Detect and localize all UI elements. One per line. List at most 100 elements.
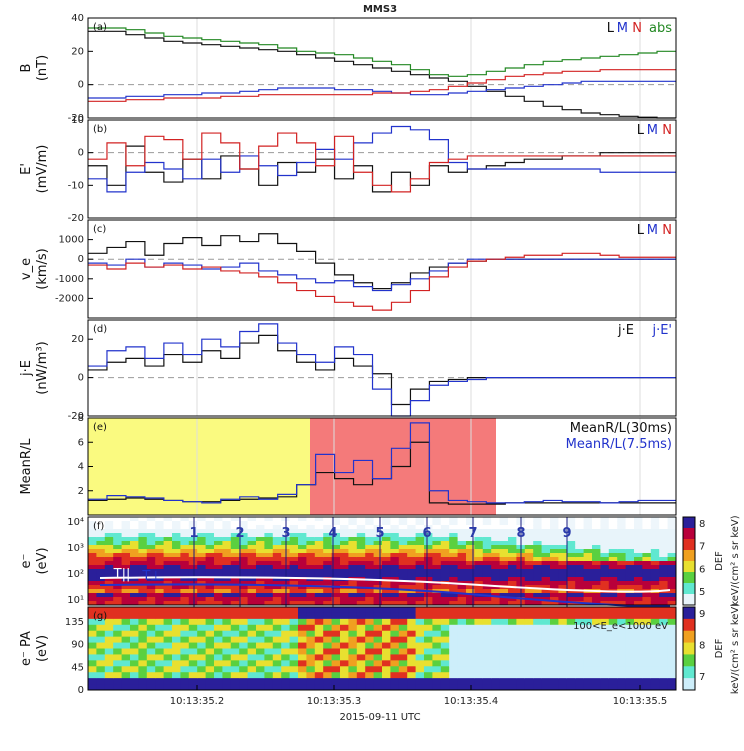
heat-cell (407, 648, 417, 655)
heat-cell (457, 593, 467, 598)
heat-cell (256, 678, 265, 685)
ylabel-f: (eV) (35, 547, 50, 574)
heat-cell (491, 553, 501, 558)
heat-cell (180, 565, 190, 570)
heat-cell (491, 624, 501, 632)
series-a-0 (88, 30, 676, 119)
heat-cell (239, 557, 249, 562)
heat-cell (264, 545, 274, 550)
ytick-d: 20 (71, 334, 84, 345)
heat-cell (491, 589, 501, 594)
heat-cell (306, 654, 316, 661)
heat-cell (264, 660, 274, 667)
heat-cell (474, 624, 484, 632)
heat-cell (566, 537, 576, 542)
heat-cell (440, 545, 450, 550)
heat-cell (138, 577, 148, 582)
heat-cell (390, 642, 400, 649)
heat-cell (600, 561, 610, 566)
heat-cell (172, 666, 181, 673)
heat-cell (625, 565, 635, 570)
heat-cell (592, 573, 601, 578)
heat-cell (617, 573, 627, 578)
heat-cell (466, 593, 475, 598)
heat-cell (314, 581, 324, 586)
ytick-g: 0 (78, 685, 84, 696)
heat-cell (390, 525, 400, 530)
heat-cell (230, 636, 240, 644)
heat-cell (298, 585, 307, 590)
heat-cell (146, 541, 156, 546)
heat-cell (457, 525, 467, 530)
heat-cell (188, 597, 198, 602)
heat-cell (650, 666, 660, 673)
heat-cell (541, 630, 551, 638)
heat-cell (457, 529, 467, 534)
heat-cell (508, 553, 517, 558)
heat-cell (390, 521, 400, 526)
heat-cell (104, 585, 114, 590)
heat-cell (499, 593, 509, 598)
heat-cell (608, 607, 618, 614)
heat-cell (138, 517, 148, 522)
heat-cell (96, 612, 106, 620)
heat-cell (390, 660, 400, 667)
heat-cell (575, 654, 585, 661)
heat-cell (533, 672, 543, 679)
heat-cell (634, 557, 643, 562)
heat-cell (172, 593, 181, 598)
heat-cell (499, 573, 509, 578)
heat-cell (314, 660, 324, 667)
heat-cell (96, 537, 106, 542)
heat-cell (247, 593, 257, 598)
heat-cell (415, 601, 425, 606)
heat-cell (541, 525, 551, 530)
heat-cell (172, 525, 181, 530)
heat-cell (188, 593, 198, 598)
heat-cell (331, 549, 341, 554)
heat-cell (340, 549, 349, 554)
heat-cell (96, 618, 106, 626)
heat-cell (356, 561, 366, 566)
heat-cell (642, 648, 652, 655)
heat-cell (499, 565, 509, 570)
heat-cell (499, 678, 509, 685)
heat-cell (575, 521, 585, 526)
heat-cell (440, 521, 450, 526)
heat-cell (432, 678, 442, 685)
heat-cell (390, 654, 400, 661)
heat-cell (96, 557, 106, 562)
heat-cell (197, 557, 207, 562)
heat-cell (667, 557, 677, 562)
heat-cell (214, 585, 223, 590)
series-a-2 (88, 69, 676, 102)
heat-cell (398, 593, 408, 598)
heat-cell (625, 521, 635, 526)
heat-cell (625, 684, 635, 691)
heat-cell (642, 636, 652, 644)
heat-cell (155, 660, 165, 667)
heat-cell (583, 561, 593, 566)
heat-cell (214, 541, 223, 546)
heat-cell (230, 601, 240, 606)
heat-cell (214, 517, 223, 522)
heat-cell (222, 660, 232, 667)
heat-cell (440, 589, 450, 594)
colorbar-cell (683, 607, 695, 620)
heat-cell (172, 581, 181, 586)
heat-cell (390, 549, 400, 554)
heat-cell (230, 672, 240, 679)
heat-cell (382, 537, 391, 542)
heat-cell (634, 521, 643, 526)
heat-cell (138, 678, 148, 685)
heat-cell (650, 569, 660, 574)
heat-cell (214, 577, 223, 582)
heat-cell (608, 660, 618, 667)
heat-cell (650, 612, 660, 620)
heat-cell (432, 607, 442, 614)
heat-cell (281, 660, 291, 667)
heat-cell (230, 618, 240, 626)
heat-cell (121, 537, 131, 542)
heat-cell (390, 612, 400, 620)
heat-cell (424, 549, 433, 554)
